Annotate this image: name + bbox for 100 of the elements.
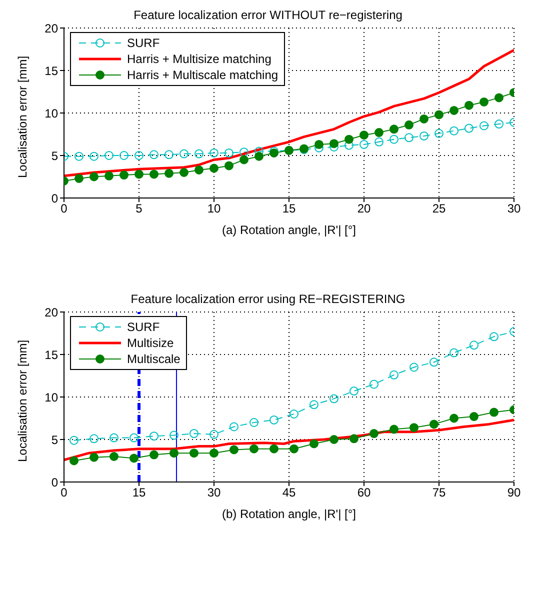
point (70, 456, 78, 466)
x-tick-label: 60 (357, 486, 371, 500)
x-axis-title: (b) Rotation angle, |R'| [°] (222, 507, 356, 521)
point (170, 448, 178, 458)
point (150, 450, 158, 460)
x-tick-label: 90 (507, 486, 521, 500)
x-tick-label: 10 (207, 202, 221, 216)
x-tick-label: 15 (282, 202, 296, 216)
point (270, 444, 278, 454)
y-tick-label: 15 (44, 64, 58, 78)
point (240, 148, 248, 157)
y-axis-title: Localisation error [mm] (15, 340, 30, 462)
point (434, 128, 444, 138)
legend-label: Multisize (127, 336, 174, 350)
point (150, 170, 158, 179)
point (194, 165, 204, 174)
point (240, 155, 248, 164)
point (344, 134, 354, 144)
y-tick-label: 10 (44, 390, 58, 404)
point (164, 168, 174, 178)
point (74, 152, 84, 161)
point (350, 434, 358, 444)
point (420, 114, 428, 124)
point (290, 444, 298, 454)
point (110, 433, 118, 442)
point (270, 415, 278, 424)
point (330, 139, 338, 148)
point (350, 386, 358, 396)
point (90, 452, 98, 462)
point (480, 121, 488, 130)
point (74, 174, 84, 183)
line-series (64, 418, 514, 462)
point (430, 420, 438, 429)
point (210, 164, 218, 173)
y-tick-label: 0 (51, 191, 58, 206)
point (370, 429, 378, 438)
point (170, 430, 178, 440)
point (70, 436, 78, 445)
point (360, 140, 368, 149)
point (464, 124, 474, 133)
point (410, 423, 418, 432)
point (390, 424, 398, 434)
point (130, 433, 138, 442)
point (134, 151, 144, 160)
legend-label: Harris + Multiscale matching (127, 68, 278, 82)
x-tick-label: 25 (432, 202, 446, 216)
x-tick-label: 15 (132, 486, 146, 500)
point (390, 124, 398, 134)
point (254, 152, 264, 161)
legend-label: SURF (127, 320, 160, 334)
point (180, 149, 188, 158)
y-tick-label: 20 (44, 305, 58, 320)
legend-label: Multiscale (127, 352, 180, 366)
y-tick-label: 20 (44, 21, 58, 36)
point (374, 128, 384, 138)
x-tick-label: 5 (136, 202, 143, 216)
point (210, 448, 218, 458)
legend-label: SURF (127, 36, 160, 50)
point (90, 152, 98, 161)
point (190, 448, 198, 458)
point (150, 432, 158, 441)
point (134, 170, 144, 179)
point (104, 171, 114, 180)
point (370, 380, 378, 389)
point (360, 130, 368, 140)
x-tick-label: 75 (432, 486, 446, 500)
point (190, 429, 198, 438)
point (90, 434, 98, 444)
point (404, 133, 414, 142)
point (180, 168, 188, 177)
y-tick-label: 10 (44, 106, 58, 120)
point (104, 151, 114, 160)
x-tick-label: 20 (357, 202, 371, 216)
x-axis-title: (a) Rotation angle, |R'| [°] (222, 223, 356, 237)
point (470, 412, 478, 422)
point (194, 149, 204, 158)
point (120, 170, 128, 180)
chart-title: Feature localization error WITHOUT re−registering (134, 8, 402, 22)
point (130, 454, 138, 463)
x-tick-label: 45 (282, 486, 296, 500)
point (90, 172, 98, 182)
point (230, 445, 238, 454)
x-tick-label: 0 (60, 202, 68, 216)
x-tick-label: 0 (60, 486, 68, 500)
point (250, 444, 258, 454)
y-tick-label: 5 (51, 432, 58, 447)
point (450, 348, 458, 358)
chart-title: Feature localization error using RE−REGISTERING (130, 292, 406, 306)
point (330, 394, 338, 404)
point (210, 148, 218, 158)
x-tick-label: 30 (507, 202, 521, 216)
point (494, 93, 504, 102)
point (224, 148, 234, 158)
point (330, 435, 338, 444)
point (434, 110, 444, 120)
point (250, 418, 258, 427)
y-tick-label: 5 (51, 148, 58, 163)
point (490, 332, 498, 342)
point (390, 370, 398, 380)
point (430, 358, 438, 367)
